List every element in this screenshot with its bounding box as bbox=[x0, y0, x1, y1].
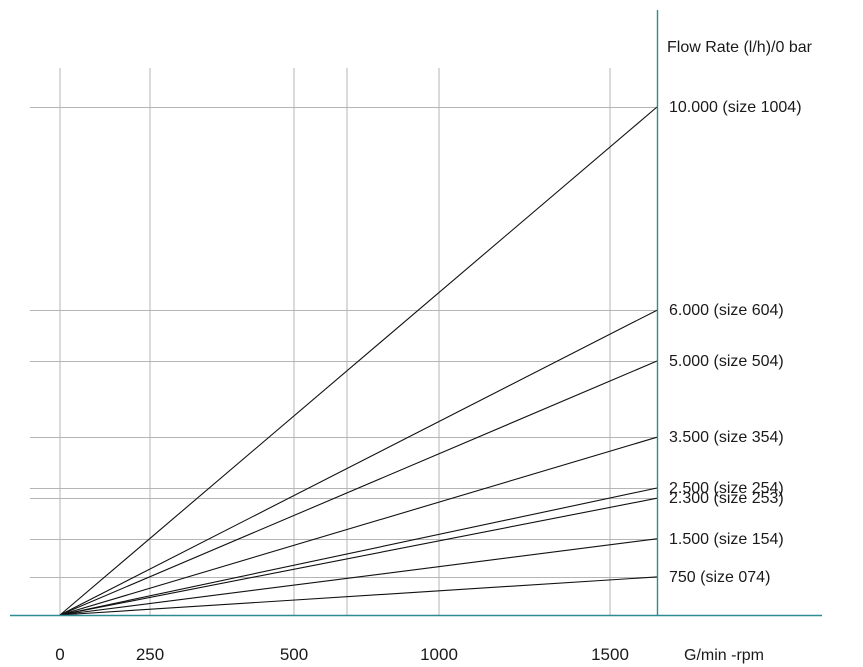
series-line bbox=[59, 538, 658, 616]
series-line bbox=[59, 106, 658, 616]
x-tick-label: 0 bbox=[55, 645, 64, 664]
series-line bbox=[59, 497, 658, 616]
series-label: 2.500 (size 254) bbox=[669, 480, 784, 497]
series-label: 1.500 (size 154) bbox=[669, 531, 784, 548]
series-label: 750 (size 074) bbox=[669, 569, 770, 586]
series-label: 2.300 (size 253) bbox=[669, 490, 784, 507]
x-tick-label: 1000 bbox=[420, 645, 458, 664]
series-line bbox=[59, 436, 658, 616]
x-tick-labels: 0 250 500 1000 1500 bbox=[55, 645, 629, 664]
axes bbox=[10, 10, 822, 617]
series-line bbox=[59, 360, 658, 616]
series-labels: 10.000 (size 1004) 6.000 (size 604) 5.000 … bbox=[669, 99, 802, 586]
series-label: 5.000 (size 504) bbox=[669, 353, 784, 370]
x-tick-label: 500 bbox=[280, 645, 308, 664]
series-label: 10.000 (size 1004) bbox=[669, 99, 802, 116]
grid bbox=[30, 68, 657, 615]
series-line bbox=[59, 487, 658, 616]
x-tick-label: 1500 bbox=[591, 645, 629, 664]
x-axis-title: G/min -rpm bbox=[684, 647, 764, 664]
series-line bbox=[59, 309, 658, 616]
series-label: 3.500 (size 354) bbox=[669, 429, 784, 446]
y-axis-title: Flow Rate (l/h)/0 bar bbox=[667, 39, 813, 56]
series-label: 6.000 (size 604) bbox=[669, 302, 784, 319]
x-tick-label: 250 bbox=[136, 645, 164, 664]
series-line bbox=[59, 576, 658, 616]
series-lines bbox=[59, 106, 658, 616]
